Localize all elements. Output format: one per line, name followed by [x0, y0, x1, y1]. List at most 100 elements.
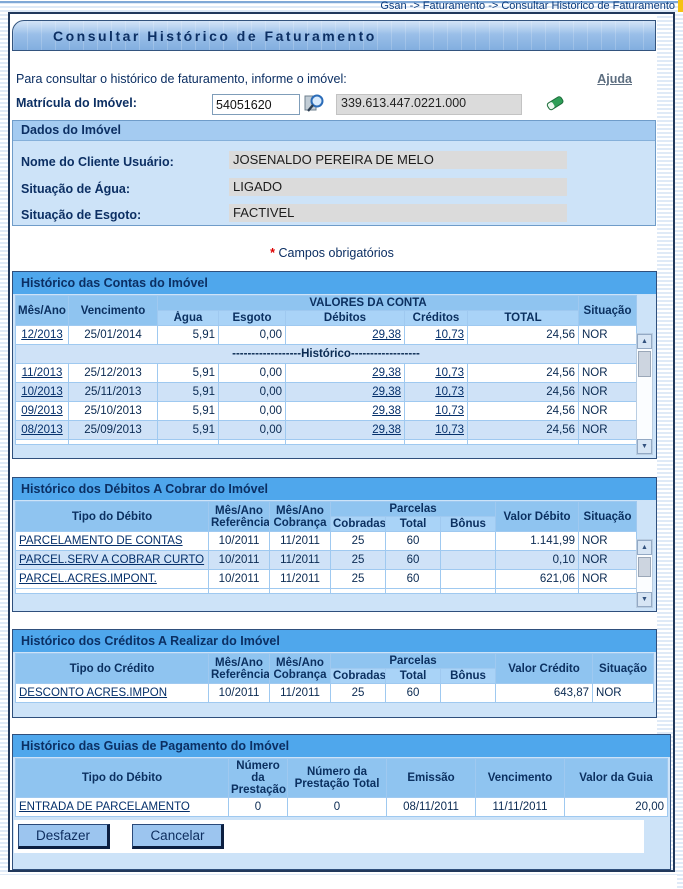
col-cobradas: Cobradas [331, 517, 385, 531]
situacao-esgoto-label: Situação de Esgoto: [21, 208, 142, 222]
contas-panel: Histórico das Contas do Imóvel Mês/Ano V… [12, 271, 657, 459]
col-mes-ref: Mês/Ano Referência [209, 654, 269, 683]
debitos-link[interactable]: 29,38 [372, 405, 401, 417]
help-link[interactable]: Ajuda [597, 72, 632, 86]
debitos-link[interactable]: 29,38 [372, 367, 401, 379]
scroll-up-icon[interactable]: ▲ [637, 540, 652, 555]
partial-row [16, 589, 636, 593]
scroll-thumb[interactable] [638, 557, 651, 577]
mes-ano-link[interactable]: 10/2013 [21, 386, 63, 398]
matricula-label: Matrícula do Imóvel: [16, 96, 137, 110]
top-stripe [0, 1, 683, 3]
col-cobradas: Cobradas [331, 669, 385, 683]
search-icon[interactable] [304, 92, 326, 114]
table-row: 10/2013 25/11/2013 5,91 0,00 29,38 10,73… [16, 383, 636, 401]
guias-title: Histórico das Guias de Pagamento do Imóv… [13, 735, 670, 757]
col-vencimento: Vencimento [69, 296, 157, 325]
col-mes-cob: Mês/Ano Cobrança [270, 654, 330, 683]
page-title: Consultar Histórico de Faturamento [12, 20, 656, 51]
table-row: 09/2013 25/10/2013 5,91 0,00 29,38 10,73… [16, 402, 636, 420]
scroll-thumb[interactable] [638, 351, 651, 377]
creditos-link[interactable]: 10,73 [435, 405, 464, 417]
mes-ano-link[interactable]: 09/2013 [21, 405, 63, 417]
col-parcelas: Parcelas [331, 502, 496, 516]
breadcrumb: Gsan -> Faturamento -> Consultar Histori… [380, 0, 675, 12]
contas-scrollbar[interactable]: ▲ ▼ [636, 333, 653, 455]
mes-ano-link[interactable]: 11/2013 [21, 367, 63, 379]
debitos-link[interactable]: 29,38 [372, 329, 401, 341]
table-row: PARCEL.SERV A COBRAR CURTO 10/2011 11/20… [16, 551, 636, 569]
partial-row [16, 440, 636, 444]
cliente-label: Nome do Cliente Usuário: [21, 155, 174, 169]
debitos-title: Histórico dos Débitos A Cobrar do Imóvel [13, 478, 656, 500]
col-situacao: Situação [579, 502, 636, 531]
dados-imovel-title: Dados do Imóvel [13, 121, 655, 141]
table-row: DESCONTO ACRES.IMPON 10/2011 11/2011 25 … [16, 684, 653, 702]
main-window: Consultar Histórico de Faturamento Para … [8, 12, 675, 872]
right-stripe-band [657, 14, 673, 870]
situacao-esgoto-value: FACTIVEL [229, 204, 567, 222]
cancelar-button[interactable]: Cancelar [132, 824, 225, 849]
table-row: PARCELAMENTO DE CONTAS 10/2011 11/2011 2… [16, 532, 636, 550]
scroll-down-icon[interactable]: ▼ [637, 439, 652, 454]
creditos-title: Histórico dos Créditos A Realizar do Imó… [13, 630, 656, 652]
required-asterisk: * [270, 246, 276, 260]
desfazer-button[interactable]: Desfazer [18, 824, 110, 849]
contas-title: Histórico das Contas do Imóvel [13, 272, 656, 294]
creditos-link[interactable]: 10,73 [435, 329, 464, 341]
intro-text: Para consultar o histórico de faturament… [16, 72, 347, 86]
col-tipo-debito: Tipo do Débito [16, 502, 208, 531]
col-agua: Água [158, 311, 218, 325]
eraser-icon[interactable] [544, 92, 566, 114]
debitos-link[interactable]: 29,38 [372, 424, 401, 436]
creditos-link[interactable]: 10,73 [435, 367, 464, 379]
col-creditos: Créditos [405, 311, 467, 325]
historico-separator-row: ------------------Histórico-------------… [16, 345, 636, 363]
table-row: PARCEL.ACRES.IMPONT. 10/2011 11/2011 25 … [16, 570, 636, 588]
debitos-scrollbar[interactable]: ▲ ▼ [636, 539, 653, 608]
col-situacao: Situação [593, 654, 653, 683]
col-total: Total [386, 669, 440, 683]
col-bonus: Bônus [441, 669, 496, 683]
col-valor-debito: Valor Débito [496, 502, 579, 531]
scroll-down-icon[interactable]: ▼ [637, 592, 652, 607]
col-valor-credito: Valor Crédito [496, 654, 593, 683]
col-emissao: Emissão [387, 759, 475, 797]
col-mes-ref: Mês/Ano Referência [209, 502, 269, 531]
button-band: Desfazer Cancelar [14, 820, 644, 853]
tipo-debito-link[interactable]: PARCELAMENTO DE CONTAS [19, 535, 183, 547]
top-right-accent [678, 0, 683, 12]
col-vencimento: Vencimento [476, 759, 564, 797]
col-mes-ano: Mês/Ano [16, 296, 68, 325]
tipo-debito-link[interactable]: PARCEL.SERV A COBRAR CURTO [19, 554, 205, 566]
col-tipo-debito: Tipo do Débito [16, 759, 228, 797]
col-total: Total [386, 517, 440, 531]
debitos-link[interactable]: 29,38 [372, 386, 401, 398]
cliente-value: JOSENALDO PEREIRA DE MELO [229, 151, 567, 169]
scroll-up-icon[interactable]: ▲ [637, 334, 652, 349]
col-bonus: Bônus [441, 517, 496, 531]
table-row: 08/2013 25/09/2013 5,91 0,00 29,38 10,73… [16, 421, 636, 439]
mes-ano-link[interactable]: 12/2013 [21, 329, 63, 341]
creditos-link[interactable]: 10,73 [435, 424, 464, 436]
col-numero-prestacao-total: Número da Prestação Total [288, 759, 386, 797]
creditos-link[interactable]: 10,73 [435, 386, 464, 398]
guias-panel: Histórico das Guias de Pagamento do Imóv… [12, 734, 671, 870]
col-tipo-credito: Tipo do Crédito [16, 654, 208, 683]
tipo-debito-link[interactable]: PARCEL.ACRES.IMPONT. [19, 573, 157, 585]
col-valores-conta: VALORES DA CONTA [158, 296, 578, 310]
mes-ano-link[interactable]: 08/2013 [21, 424, 63, 436]
required-fields-note: * Campos obrigatórios [270, 246, 394, 260]
matricula-input[interactable] [212, 94, 300, 115]
tipo-credito-link[interactable]: DESCONTO ACRES.IMPON [19, 687, 168, 699]
table-row: 12/2013 25/01/2014 5,91 0,00 29,38 10,73… [16, 326, 636, 344]
tipo-guia-link[interactable]: ENTRADA DE PARCELAMENTO [19, 801, 190, 813]
col-numero-prestacao: Número da Prestação [229, 759, 287, 797]
situacao-agua-value: LIGADO [229, 178, 567, 196]
table-row: 11/2013 25/12/2013 5,91 0,00 29,38 10,73… [16, 364, 636, 382]
situacao-agua-label: Situação de Água: [21, 182, 131, 196]
creditos-panel: Histórico dos Créditos A Realizar do Imó… [12, 629, 657, 718]
col-debitos: Débitos [286, 311, 404, 325]
col-mes-cob: Mês/Ano Cobrança [270, 502, 330, 531]
dados-imovel-panel: Dados do Imóvel Nome do Cliente Usuário:… [12, 120, 656, 226]
